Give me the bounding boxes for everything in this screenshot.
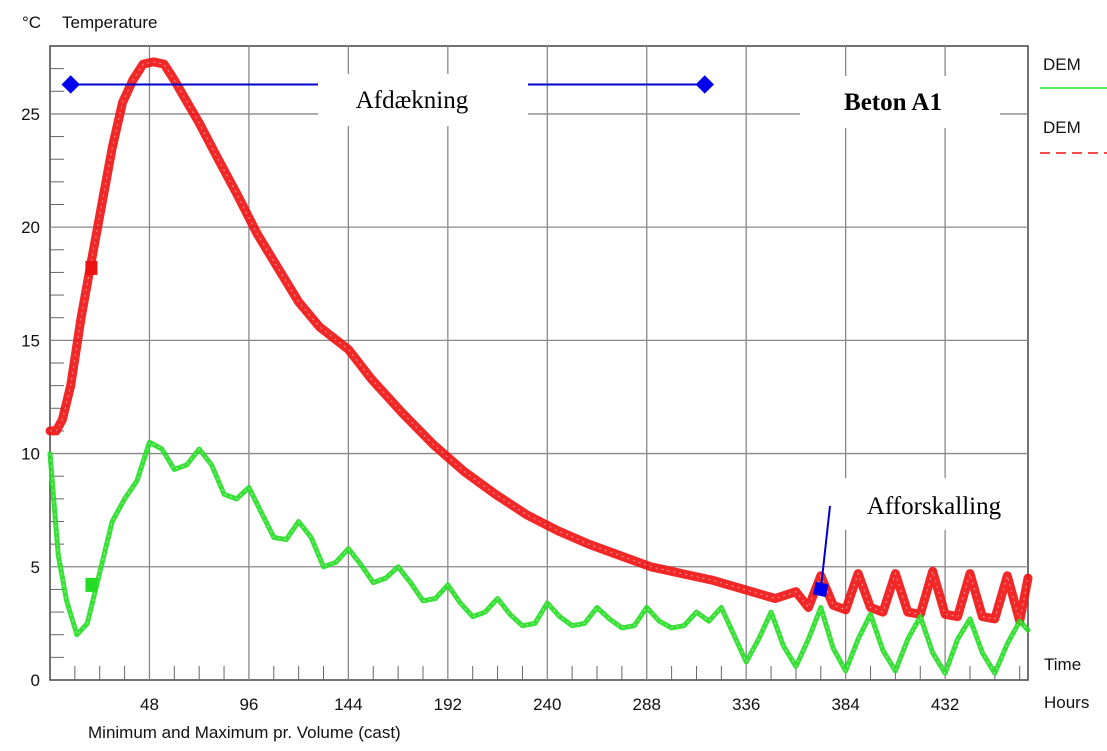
x-tick-label: 240 [533,695,561,714]
x-axis-name: Time [1044,655,1081,674]
y-tick-label: 10 [21,445,40,464]
y-unit-label: °C [22,13,41,32]
afforskalling-pointer [819,505,831,590]
beton-label-box [800,76,1000,128]
x-tick-label: 288 [633,695,661,714]
x-tick-labels: 48 96 144 192 240 288 336 384 432 [140,695,959,714]
afdaekning-start-marker [61,75,80,94]
x-tick-label: 192 [434,695,462,714]
x-tick-label: 384 [831,695,859,714]
afforskalling-annotation: Afforskalling [813,478,1023,598]
afforskalling-label-box [845,478,1023,530]
x-tick-label: 432 [931,695,959,714]
afdaekning-annotation: Afdækning [61,74,714,126]
beton-label: Beton A1 [844,89,942,116]
x-tick-label: 48 [140,695,159,714]
marker-layer [85,260,98,592]
legend: DEM DEM [1040,55,1107,154]
legend-entry-1-label: DEM [1043,55,1081,74]
y-tick-label: 5 [31,558,40,577]
x-tick-label: 96 [239,695,258,714]
y-tick-label: 20 [21,218,40,237]
series-marker-0 [85,260,98,275]
y-tick-label: 25 [21,105,40,124]
y-tick-labels: 0 5 10 15 20 25 [21,105,40,690]
minor-ticks [50,68,1021,680]
series-texture-0 [50,61,1029,622]
afdaekning-end-marker [695,75,714,94]
afdaekning-label: Afdækning [356,87,469,114]
x-axis-label: Minimum and Maximum pr. Volume (cast) [88,723,401,742]
chart-title: Temperature [62,13,157,32]
x-tick-label: 336 [732,695,760,714]
y-tick-label: 15 [21,331,40,350]
afdaekning-label-box [318,74,528,126]
series-layer [45,57,1033,676]
y-tick-label: 0 [31,671,40,690]
plot-area [49,45,1029,681]
afforskalling-marker [813,581,829,598]
series-texture-1 [49,441,1029,675]
x-tick-label: 144 [334,695,362,714]
afforskalling-label: Afforskalling [867,493,1002,520]
legend-entry-0-label: DEM [1043,118,1081,137]
series-marker-1 [85,577,98,592]
x-axis-unit: Hours [1044,693,1089,712]
